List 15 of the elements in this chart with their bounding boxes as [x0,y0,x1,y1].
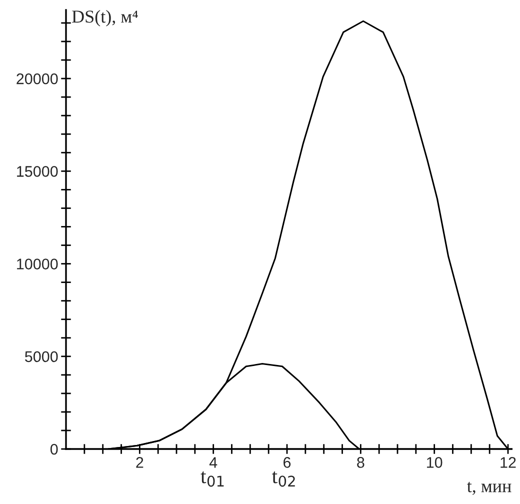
y-tick-label: 10000 [17,258,58,270]
x-tick-label: 12 [500,457,516,468]
y-tick-label: 20000 [16,73,58,84]
y-tick-label: 5000 [24,351,58,362]
text: t$_{01}$ [200,471,224,487]
y-tick-label: 0 [50,444,58,455]
x-tick-label: 10 [427,457,442,468]
x-tick-label: 6 [284,457,291,468]
y-tick-label: 15000 [17,166,58,177]
x-tick-label: 4 [209,457,218,468]
x-tick-label: 2 [136,457,144,468]
x-axis-title: t, мин [467,482,512,495]
y-axis-title: DS(t), м⁴ [72,10,138,26]
text: t$_{02}$ [272,471,295,487]
x-tick-label: 8 [357,457,364,468]
